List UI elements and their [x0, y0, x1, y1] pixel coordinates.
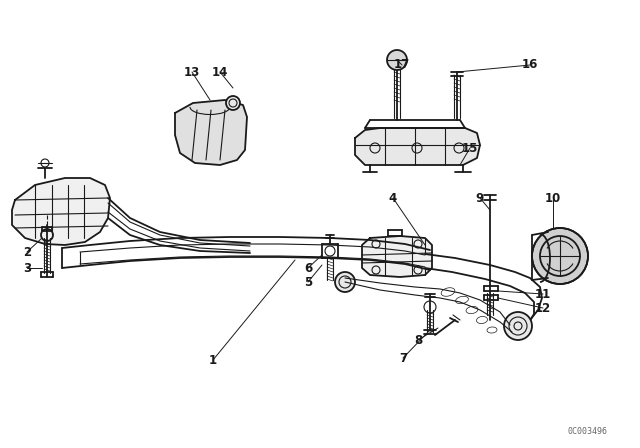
- Text: 13: 13: [184, 65, 200, 78]
- Polygon shape: [355, 128, 480, 165]
- Text: 4: 4: [389, 191, 397, 204]
- Circle shape: [335, 272, 355, 292]
- Text: 0C003496: 0C003496: [567, 427, 607, 436]
- Text: 15: 15: [462, 142, 478, 155]
- Text: 5: 5: [304, 276, 312, 289]
- Text: 2: 2: [23, 246, 31, 258]
- Text: 16: 16: [522, 59, 538, 72]
- Polygon shape: [12, 178, 110, 245]
- Text: 10: 10: [545, 191, 561, 204]
- Text: 6: 6: [304, 262, 312, 275]
- Text: 1: 1: [209, 353, 217, 366]
- Circle shape: [226, 96, 240, 110]
- Text: 17: 17: [394, 59, 410, 72]
- Text: 7: 7: [399, 352, 407, 365]
- Text: 3: 3: [23, 262, 31, 275]
- Text: 8: 8: [414, 333, 422, 346]
- Text: 14: 14: [212, 65, 228, 78]
- Text: 11: 11: [535, 288, 551, 301]
- Polygon shape: [175, 100, 247, 165]
- Circle shape: [387, 50, 407, 70]
- Text: 9: 9: [476, 191, 484, 204]
- Circle shape: [504, 312, 532, 340]
- Text: 12: 12: [535, 302, 551, 314]
- Polygon shape: [362, 236, 432, 277]
- Circle shape: [532, 228, 588, 284]
